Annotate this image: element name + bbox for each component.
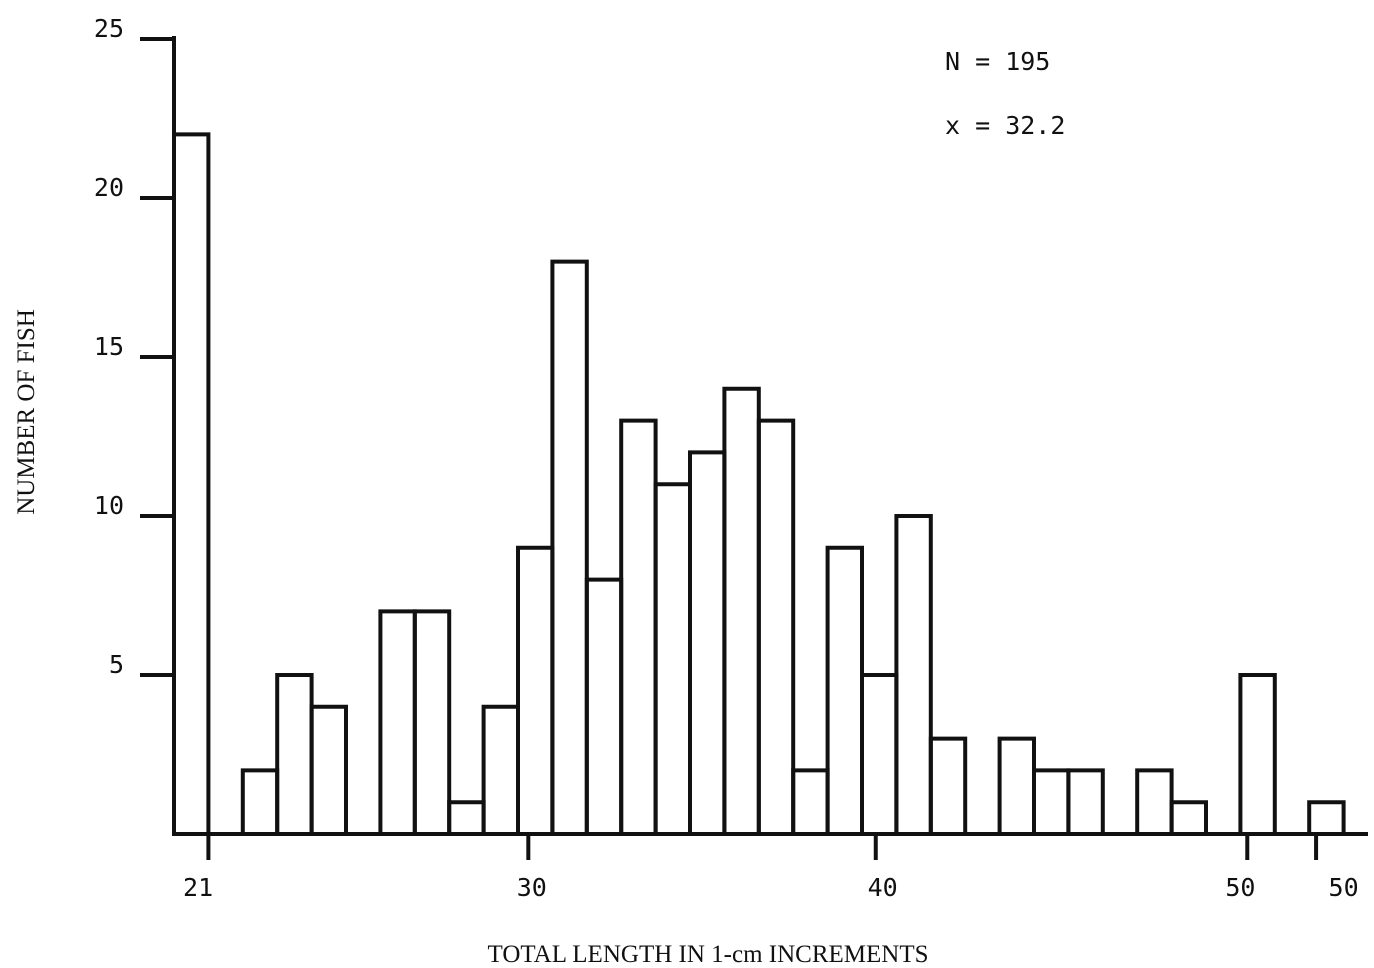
bar-41-42 bbox=[894, 514, 933, 834]
annotation-n: N = 195 bbox=[945, 47, 1050, 76]
bar-45-46 bbox=[1032, 768, 1071, 834]
bar-32-33 bbox=[584, 577, 624, 834]
annotation-mean: x = 32.2 bbox=[945, 111, 1065, 140]
bar-23-24 bbox=[275, 673, 314, 834]
bar-36-37 bbox=[722, 386, 761, 834]
bar-29-30 bbox=[481, 704, 520, 834]
bar-53-54 bbox=[1307, 800, 1346, 834]
bar-39-40 bbox=[825, 545, 864, 834]
bar-34-35 bbox=[653, 482, 692, 834]
bar-27-28 bbox=[412, 609, 452, 834]
bar-40-41 bbox=[860, 673, 899, 834]
bar-35-36 bbox=[688, 450, 727, 834]
bar-46-47 bbox=[1066, 768, 1105, 834]
bar-24-25 bbox=[309, 704, 348, 834]
x-tick-label: 50 bbox=[1225, 873, 1255, 902]
bar-37-38 bbox=[756, 418, 796, 834]
bar-28-29 bbox=[447, 800, 486, 834]
y-tick-label: 25 bbox=[94, 14, 124, 43]
x-tick-label: 30 bbox=[517, 873, 547, 902]
bar-33-34 bbox=[619, 418, 658, 834]
bar-42-43 bbox=[928, 736, 968, 834]
bar-44-45 bbox=[997, 736, 1036, 834]
x-tick-label: 21 bbox=[183, 873, 213, 902]
y-tick-label: 5 bbox=[109, 650, 124, 679]
y-axis-label: NUMBER OF FISH bbox=[13, 309, 40, 515]
x-tick-label: 40 bbox=[868, 873, 898, 902]
y-tick-label: 10 bbox=[94, 491, 124, 520]
bars bbox=[172, 132, 1346, 834]
y-tick-label: 20 bbox=[94, 173, 124, 202]
x-tick-label: 50 bbox=[1329, 873, 1359, 902]
bar-20-21 bbox=[172, 132, 211, 834]
y-tick-label: 15 bbox=[94, 332, 124, 361]
bar-26-27 bbox=[378, 609, 417, 834]
bar-49-50 bbox=[1169, 800, 1208, 834]
bar-48-49 bbox=[1135, 768, 1174, 834]
bar-51-52 bbox=[1238, 673, 1277, 834]
bar-31-32 bbox=[550, 259, 589, 834]
x-ticks: 21 30 40 50 50 bbox=[183, 832, 1359, 902]
bar-30-31 bbox=[516, 545, 555, 834]
bar-38-39 bbox=[791, 768, 830, 834]
x-axis-label: TOTAL LENGTH IN 1-cm INCREMENTS bbox=[488, 941, 929, 968]
y-ticks: 5 10 15 20 25 bbox=[94, 14, 176, 679]
bar-22-23 bbox=[240, 768, 280, 834]
